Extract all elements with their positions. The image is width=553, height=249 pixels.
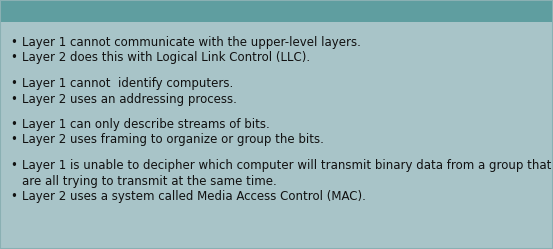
Text: Layer 2 uses a system called Media Access Control (MAC).: Layer 2 uses a system called Media Acces… xyxy=(22,190,366,203)
Text: •: • xyxy=(10,36,17,49)
Text: •: • xyxy=(10,159,17,172)
Bar xyxy=(0,0,553,22)
Text: •: • xyxy=(10,52,17,64)
Text: Layer 2 does this with Logical Link Control (LLC).: Layer 2 does this with Logical Link Cont… xyxy=(22,52,310,64)
Text: Layer 1 cannot communicate with the upper-level layers.: Layer 1 cannot communicate with the uppe… xyxy=(22,36,361,49)
Text: Layer 1 is unable to decipher which computer will transmit binary data from a gr: Layer 1 is unable to decipher which comp… xyxy=(22,159,551,172)
Text: Layer 1 can only describe streams of bits.: Layer 1 can only describe streams of bit… xyxy=(22,118,270,131)
Text: are all trying to transmit at the same time.: are all trying to transmit at the same t… xyxy=(22,175,276,187)
Text: Layer 2 uses framing to organize or group the bits.: Layer 2 uses framing to organize or grou… xyxy=(22,133,324,146)
Text: •: • xyxy=(10,118,17,131)
Text: •: • xyxy=(10,133,17,146)
Text: •: • xyxy=(10,77,17,90)
Text: •: • xyxy=(10,190,17,203)
Text: Layer 1 cannot  identify computers.: Layer 1 cannot identify computers. xyxy=(22,77,233,90)
Text: •: • xyxy=(10,92,17,106)
Text: Layer 2 uses an addressing process.: Layer 2 uses an addressing process. xyxy=(22,92,237,106)
